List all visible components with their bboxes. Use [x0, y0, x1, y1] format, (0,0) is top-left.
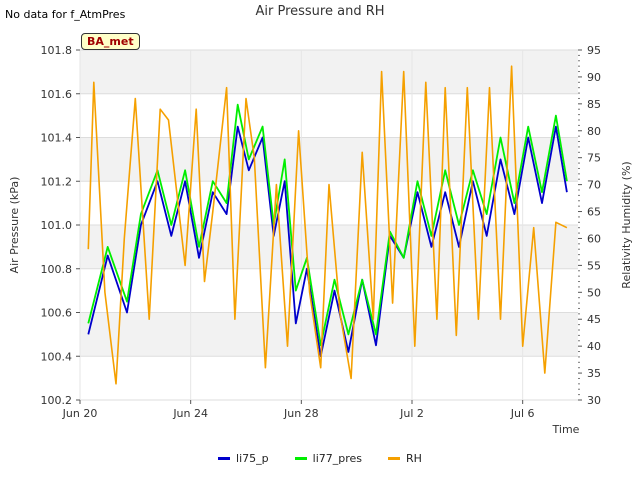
series-line-li75-p: [87, 125, 568, 358]
no-data-note: No data for f_AtmPres: [5, 8, 126, 21]
chart-title: Air Pressure and RH: [255, 4, 384, 19]
y2-tick-label: 50: [587, 286, 601, 299]
legend-label-rh: RH: [406, 452, 422, 465]
band: [80, 137, 578, 182]
y-tick-label: 100.8: [41, 263, 73, 276]
y2-tick-label: 40: [587, 340, 601, 353]
legend: li75_p li77_pres RH: [0, 452, 640, 465]
y-tick-label: 101.6: [41, 88, 73, 101]
y2-tick-label: 45: [587, 313, 601, 326]
legend-item-rh: RH: [388, 452, 422, 465]
y2-tick-label: 85: [587, 98, 601, 111]
x-tick-label: Jun 28: [283, 407, 319, 420]
x-tick-label: Jun 20: [62, 407, 98, 420]
legend-swatch-rh: [388, 457, 401, 460]
legend-item-li77-pres: li77_pres: [294, 452, 363, 465]
band: [80, 50, 578, 94]
axes: 100.2 100.4 100.6 100.8 101.0 101.2 101.4 101.6…: [41, 44, 602, 420]
legend-item-li75-p: li75_p: [218, 452, 269, 465]
y-tick-label: 101.4: [41, 132, 73, 145]
x-tick-label: Jul 6: [510, 407, 535, 420]
x-axis-label: Time: [552, 423, 580, 436]
y2-axis-label: Relativity Humidity (%): [620, 161, 633, 288]
y-tick-label: 100.6: [41, 307, 73, 320]
y2-tick-label: 95: [587, 44, 601, 57]
y-axis-label: Air Pressure (kPa): [8, 177, 21, 274]
x-tick-label: Jul 2: [399, 407, 424, 420]
y2-tick-label: 65: [587, 206, 601, 219]
y2-tick-label: 55: [587, 259, 601, 272]
y2-tick-label: 75: [587, 152, 601, 165]
y2-tick-label: 70: [587, 179, 601, 192]
x-tick-label: Jun 24: [172, 407, 208, 420]
series-line-li77-pres: [87, 103, 568, 347]
legend-label-li75-p: li75_p: [236, 452, 269, 465]
y-tick-label: 100.4: [41, 350, 73, 363]
y-tick-label: 100.2: [41, 394, 73, 407]
y2-tick-label: 30: [587, 394, 601, 407]
legend-swatch-li77-pres: [294, 457, 307, 460]
series-lines: [87, 65, 568, 385]
y2-tick-label: 35: [587, 367, 601, 380]
band: [80, 225, 578, 269]
y-tick-label: 101.0: [41, 219, 73, 232]
y2-tick-label: 80: [587, 125, 601, 138]
y-tick-label: 101.2: [41, 175, 73, 188]
legend-swatch-li75-p: [218, 457, 231, 460]
y2-tick-label: 90: [587, 71, 601, 84]
legend-label-li77-pres: li77_pres: [312, 452, 363, 465]
y2-tick-label: 60: [587, 232, 601, 245]
y-tick-label: 101.8: [41, 44, 73, 57]
station-badge: BA_met: [81, 33, 140, 50]
series-line-rh: [87, 65, 568, 385]
